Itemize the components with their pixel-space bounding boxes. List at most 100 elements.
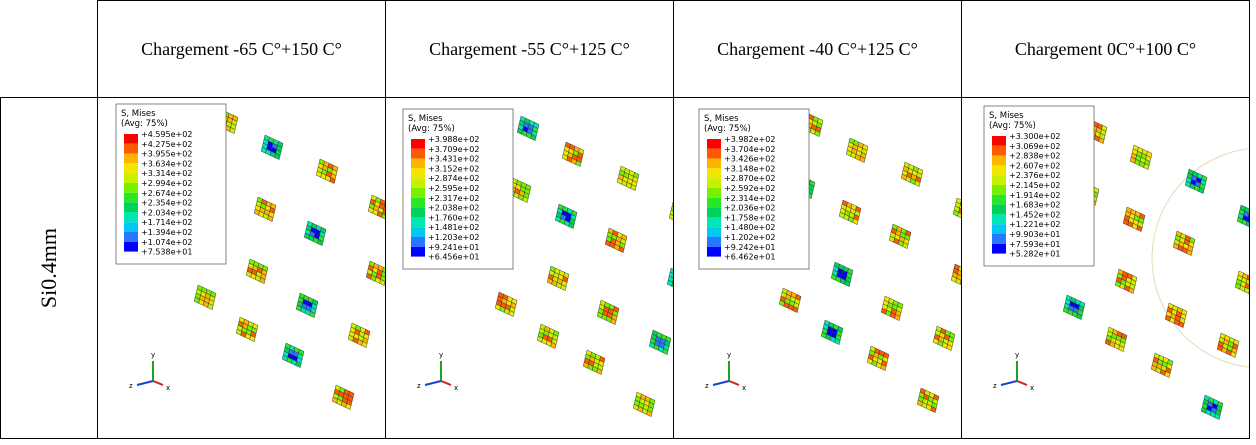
mesh-element <box>309 311 316 318</box>
axis-z <box>1000 380 1018 386</box>
mesh-tile <box>845 137 869 163</box>
mesh-element <box>814 130 821 137</box>
mesh-element <box>229 127 236 134</box>
header-text: Chargement -40 C°+125 C° <box>717 38 918 59</box>
mesh-element <box>560 284 567 291</box>
legend-value: +9.241e+01 <box>428 243 479 252</box>
legend-swatch <box>992 214 1006 225</box>
legend-swatch <box>992 224 1006 234</box>
mesh-tile <box>235 316 259 342</box>
legend-value: +3.300e+02 <box>1009 132 1060 141</box>
legend-value: +2.038e+02 <box>428 204 479 213</box>
mesh-element <box>267 215 274 222</box>
mesh-tile <box>315 158 339 184</box>
legend-value: +3.709e+02 <box>428 145 479 154</box>
legend-value: +4.275e+02 <box>141 140 192 149</box>
mesh-tile <box>952 197 961 219</box>
mesh-element <box>345 403 352 410</box>
legend-title: S, Mises <box>408 114 443 124</box>
legend-subtitle: (Avg: 75%) <box>989 121 1036 131</box>
legend-swatch <box>411 246 425 257</box>
legend-swatch <box>411 139 425 149</box>
mesh-element <box>914 180 921 187</box>
legend-swatch <box>411 197 425 208</box>
legend-value: +3.634e+02 <box>141 159 192 168</box>
mesh-tile <box>494 291 518 317</box>
mesh-element <box>317 239 324 246</box>
mesh-element <box>1198 187 1205 194</box>
mesh-tile <box>281 342 305 368</box>
mesh-element <box>930 406 937 413</box>
fea-image: S, Mises(Avg: 75%)+4.595e+02+4.275e+02+3… <box>115 103 385 410</box>
legend-swatch <box>992 145 1006 156</box>
mesh-tile <box>1172 230 1196 256</box>
mesh-element <box>902 242 909 249</box>
axis-label: y <box>1015 351 1019 359</box>
row-label-cell: Si0.4mm <box>0 97 98 439</box>
mesh-element <box>671 201 673 209</box>
mesh-element <box>946 344 953 351</box>
mesh-element <box>1118 345 1125 352</box>
mesh-tile <box>1234 270 1249 296</box>
legend-title: S, Mises <box>704 114 739 124</box>
legend-swatch <box>411 217 425 228</box>
mesh-tile <box>604 227 628 253</box>
mesh-tile <box>830 261 854 287</box>
mesh-tile <box>668 201 673 221</box>
mesh-element <box>844 280 851 287</box>
mesh-tile <box>193 284 217 310</box>
mesh-tile <box>880 295 904 321</box>
axis-label: z <box>993 382 997 390</box>
legend-swatch <box>992 234 1006 244</box>
mesh-element <box>1245 221 1249 228</box>
mesh-element <box>610 318 617 325</box>
axis-x <box>1016 380 1028 386</box>
legend-swatch <box>707 237 721 247</box>
legend-swatch <box>992 243 1006 254</box>
legend-swatch <box>992 165 1006 176</box>
mesh-element <box>1247 212 1249 220</box>
mesh-tile <box>1114 268 1138 294</box>
legend-swatch <box>707 207 721 218</box>
legend-subtitle: (Avg: 75%) <box>408 124 455 134</box>
legend-subtitle: (Avg: 75%) <box>121 119 168 129</box>
mesh-element <box>959 280 961 287</box>
legend-value: +1.481e+02 <box>428 223 479 232</box>
legend-value: +2.870e+02 <box>724 174 775 183</box>
mesh-tile <box>648 329 672 355</box>
mesh-tile <box>1104 326 1128 352</box>
mesh-element <box>1128 287 1135 294</box>
legend-swatch <box>411 158 425 169</box>
axis-label: z <box>417 382 421 390</box>
mesh-tile <box>561 141 585 167</box>
legend-swatch <box>124 192 138 203</box>
legend-value: +7.538e+01 <box>141 248 192 257</box>
legend-swatch <box>707 246 721 257</box>
mesh-element <box>834 338 841 345</box>
mesh-element <box>522 196 529 203</box>
axis-label: z <box>705 382 709 390</box>
mesh-tile <box>1122 206 1146 232</box>
legend-value: +2.874e+02 <box>428 174 479 183</box>
mesh-element <box>508 310 515 317</box>
legend-swatch <box>124 143 138 154</box>
legend-swatch <box>992 194 1006 205</box>
header-cell: Chargement -55 C°+125 C° <box>385 0 674 98</box>
legend-swatch <box>707 158 721 169</box>
legend-swatch <box>707 217 721 228</box>
fea-image: S, Mises(Avg: 75%)+3.982e+02+3.704e+02+3… <box>698 108 961 413</box>
mesh-tile <box>1150 352 1174 378</box>
legend-swatch <box>707 178 721 188</box>
header-text: Chargement 0C°+100 C° <box>1014 38 1197 59</box>
row-label: Si0.4mm <box>36 227 61 309</box>
axis-label: x <box>742 384 746 392</box>
mesh-element <box>207 303 214 310</box>
legend-value: +1.394e+02 <box>141 228 192 237</box>
legend-swatch <box>707 148 721 159</box>
mesh-element <box>880 364 887 371</box>
mesh-tile <box>932 325 956 351</box>
legend-value: +2.317e+02 <box>428 194 479 203</box>
legend-value: +1.480e+02 <box>724 223 775 232</box>
axis-x <box>728 380 740 386</box>
mesh-element <box>381 213 385 220</box>
